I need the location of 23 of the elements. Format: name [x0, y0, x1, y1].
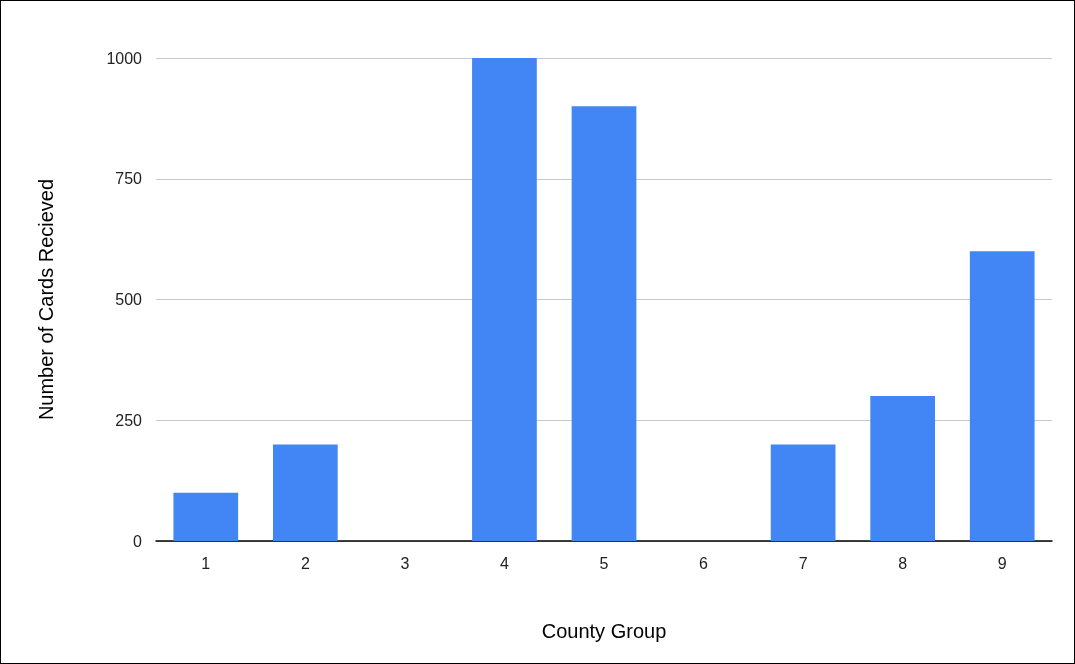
- x-tick-label: 4: [499, 554, 509, 572]
- bar: [472, 58, 537, 541]
- bar: [870, 396, 936, 541]
- x-tick-label: 3: [400, 554, 410, 572]
- x-tick-label: 1: [201, 554, 211, 572]
- y-tick-label: 250: [115, 411, 143, 429]
- bar: [173, 492, 239, 541]
- y-tick-label: 750: [115, 170, 143, 188]
- y-tick-label: 0: [133, 532, 143, 550]
- x-tick-label: 9: [997, 554, 1007, 572]
- x-tick-label: 2: [300, 554, 310, 572]
- y-tick-label: 1000: [106, 49, 143, 67]
- x-tick-label: 5: [599, 554, 609, 572]
- y-tick-label: 500: [115, 291, 143, 308]
- x-tick-label: 6: [699, 554, 709, 572]
- x-tick-label: 8: [898, 554, 908, 572]
- bar: [571, 106, 637, 541]
- bar: [770, 444, 836, 541]
- x-axis-title: County Group: [541, 620, 667, 642]
- bar: [969, 251, 1035, 541]
- bar: [272, 444, 338, 541]
- x-tick-label: 7: [798, 554, 808, 572]
- y-axis-title: Number of Cards Recieved: [35, 178, 57, 421]
